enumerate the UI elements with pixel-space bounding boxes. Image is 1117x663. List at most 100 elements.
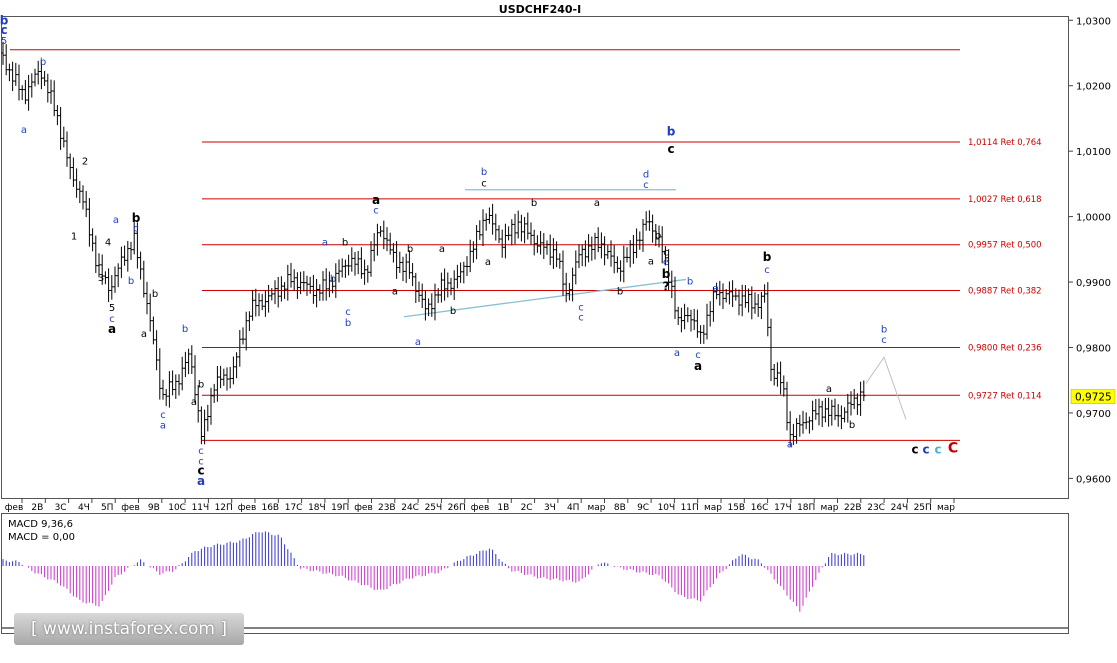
wave-label: 5 <box>1 36 7 47</box>
wave-label: b <box>450 306 456 317</box>
x-tick-label: мар <box>937 503 955 513</box>
wave-label: b <box>128 276 134 287</box>
wave-label: c <box>198 446 204 457</box>
wave-label: d <box>643 169 649 180</box>
price-bars <box>1 41 866 447</box>
wave-label: b <box>182 324 188 335</box>
x-tick-label: 12П <box>215 503 233 513</box>
wave-label: a <box>674 348 680 359</box>
x-tick-label: 9С <box>637 503 649 513</box>
wave-label: b <box>345 318 351 329</box>
x-tick-label: фев <box>471 503 490 513</box>
wave-label: c <box>0 23 7 37</box>
y-tick-label: 0,9700 <box>1076 409 1111 420</box>
wave-label: a <box>191 397 197 408</box>
x-tick-label: 11Ч <box>192 503 210 513</box>
wave-label: a <box>713 283 719 294</box>
wave-label: b <box>763 250 772 264</box>
x-tick-label: 19П <box>331 503 349 513</box>
wave-label: a <box>160 421 166 432</box>
x-tick-label: 3Ч <box>544 503 556 513</box>
wave-label: C <box>948 440 958 456</box>
wave-label: c <box>373 205 379 216</box>
x-tick-label: 4Ч <box>78 503 90 513</box>
x-tick-label: 16С <box>751 503 769 513</box>
wave-label: c <box>160 410 166 421</box>
fib-label: 0,9800 Ret 0,236 <box>968 343 1042 353</box>
wave-label: c <box>643 180 649 191</box>
wave-label: a <box>826 384 832 395</box>
wave-label: ? <box>663 280 670 294</box>
y-tick-label: 1,0200 <box>1076 82 1111 93</box>
x-tick-label: 9В <box>148 503 160 513</box>
wave-label: a <box>108 322 116 336</box>
wave-label: c <box>911 443 918 457</box>
current-price-label: 0,9725 <box>1075 392 1112 404</box>
wave-label: c <box>109 314 115 325</box>
x-tick-label: 10Ч <box>658 503 676 513</box>
wave-label: b <box>132 211 141 225</box>
wave-label: b <box>617 287 623 298</box>
wave-label: c <box>578 302 584 313</box>
x-tick-label: 2В <box>31 503 43 513</box>
wave-label: 2 <box>82 156 88 167</box>
wave-label: b <box>152 289 158 300</box>
projection-path <box>865 356 907 420</box>
wave-label: b <box>531 198 537 209</box>
x-tick-label: 18Ч <box>308 503 326 513</box>
wave-label: c <box>934 443 941 457</box>
wave-label: b <box>330 274 336 285</box>
y-tick-label: 1,0100 <box>1076 147 1111 158</box>
wave-label: 3 <box>98 273 104 284</box>
fib-label: 0,9957 Ret 0,500 <box>968 241 1042 251</box>
x-tick-label: 17Ч <box>774 503 792 513</box>
y-tick-label: 1,0000 <box>1076 213 1111 224</box>
wave-label: b <box>687 277 693 288</box>
x-tick-label: мар <box>704 503 722 513</box>
wave-label: b <box>407 244 413 255</box>
y-tick-label: 0,9900 <box>1076 278 1111 289</box>
fib-label: 0,9887 Ret 0,382 <box>968 287 1042 297</box>
wave-label: b <box>655 230 661 241</box>
wave-label: b <box>342 237 348 248</box>
wave-label: c <box>695 350 701 361</box>
y-tick-label: 0,9600 <box>1076 474 1111 485</box>
x-tick-label: 8В <box>614 503 626 513</box>
x-tick-label: 1В <box>497 503 509 513</box>
wave-projection <box>865 356 907 420</box>
wave-label: c <box>663 247 669 258</box>
x-tick-label: 17С <box>285 503 303 513</box>
wave-label: c <box>133 224 139 235</box>
wave-label: a <box>197 474 205 488</box>
fibonacci-levels: 1,0114 Ret 0,764 1,0027 Ret 0,618 0,9957 R… <box>10 49 1042 441</box>
wave-label: b <box>481 167 487 178</box>
wave-label: b <box>849 420 855 431</box>
wave-label: b <box>662 267 671 281</box>
x-tick-label: 26П <box>448 503 466 513</box>
wave-label: a <box>439 244 445 255</box>
x-tick-label: 2С <box>521 503 533 513</box>
wave-label: 1 <box>71 232 77 243</box>
wave-label: c <box>481 179 487 190</box>
wave-label: a <box>372 193 380 207</box>
wave-label: 5 <box>109 303 115 314</box>
wave-label: a <box>648 256 654 267</box>
wave-label: a <box>787 440 793 451</box>
x-tick-label: 16В <box>261 503 279 513</box>
x-tick-label: 15В <box>727 503 745 513</box>
wave-label: c <box>345 307 351 318</box>
x-tick-label: 5П <box>101 503 114 513</box>
macd-value-label: MACD = 0,00 <box>8 532 75 543</box>
x-tick-label: мар <box>820 503 838 513</box>
x-tick-label: 23В <box>378 503 396 513</box>
x-tick-label: 22В <box>844 503 862 513</box>
x-tick-label: фев <box>354 503 373 513</box>
x-tick-label: мар <box>587 503 605 513</box>
x-tick-label: фев <box>121 503 140 513</box>
fib-label: 1,0114 Ret 0,764 <box>968 138 1042 148</box>
wave-label: e <box>663 257 669 268</box>
wave-label: b <box>0 13 9 27</box>
wave-label: b <box>40 57 46 68</box>
wave-label: a <box>322 237 328 248</box>
y-tick-label: 1,0300 <box>1076 16 1111 27</box>
